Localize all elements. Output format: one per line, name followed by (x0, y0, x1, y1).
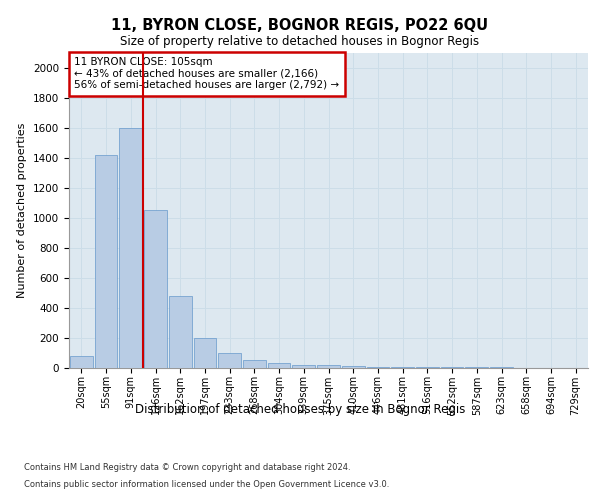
Text: Contains public sector information licensed under the Open Government Licence v3: Contains public sector information licen… (24, 480, 389, 489)
Text: Contains HM Land Registry data © Crown copyright and database right 2024.: Contains HM Land Registry data © Crown c… (24, 462, 350, 471)
Bar (119, 128, 142, 368)
Text: Size of property relative to detached houses in Bognor Regis: Size of property relative to detached ho… (121, 35, 479, 48)
Bar (144, 210, 167, 368)
Bar (342, 366, 365, 368)
Bar (292, 364, 315, 368)
Text: 11 BYRON CLOSE: 105sqm
← 43% of detached houses are smaller (2,166)
56% of semi-: 11 BYRON CLOSE: 105sqm ← 43% of detached… (74, 57, 340, 90)
Text: Distribution of detached houses by size in Bognor Regis: Distribution of detached houses by size … (135, 402, 465, 415)
Y-axis label: Number of detached properties: Number of detached properties (17, 122, 28, 298)
Bar (218, 352, 241, 368)
Bar (194, 338, 216, 368)
Bar (95, 154, 118, 368)
Bar (317, 365, 340, 368)
Bar (367, 367, 389, 368)
Bar (70, 356, 93, 368)
Text: 11, BYRON CLOSE, BOGNOR REGIS, PO22 6QU: 11, BYRON CLOSE, BOGNOR REGIS, PO22 6QU (112, 18, 488, 32)
Bar (243, 360, 266, 368)
Bar (268, 363, 290, 368)
Bar (169, 296, 191, 368)
